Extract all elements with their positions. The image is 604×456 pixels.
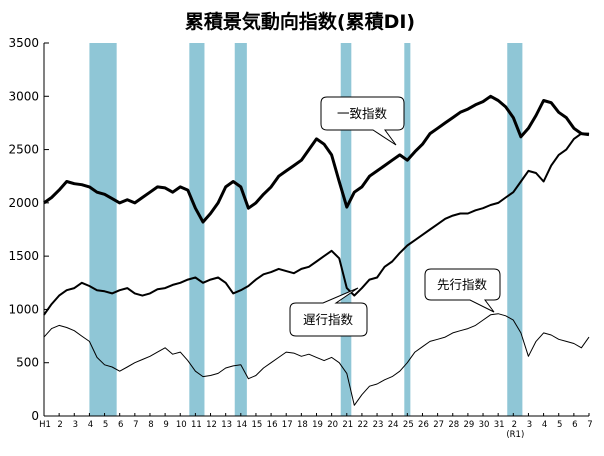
x-tick-label: 2 bbox=[57, 420, 62, 430]
y-tick-label: 0 bbox=[31, 409, 39, 423]
x-tick-label: 4 bbox=[542, 420, 547, 430]
x-tick-label: 16 bbox=[267, 420, 278, 430]
chart-title: 累積景気動向指数(累積DI) bbox=[185, 10, 415, 33]
x-tick-label: 10 bbox=[176, 420, 187, 430]
x-tick-label: H1 bbox=[39, 420, 51, 430]
x-tick-label: 13 bbox=[221, 420, 232, 430]
x-tick-label: 5 bbox=[103, 420, 108, 430]
y-tick-label: 500 bbox=[16, 356, 39, 370]
x-tick-label: 30 bbox=[479, 420, 490, 430]
x-tick-label: 11 bbox=[191, 420, 202, 430]
callout-leading-index: 先行指数 bbox=[424, 268, 501, 313]
series-line-1 bbox=[43, 132, 589, 316]
x-tick-label: 25 bbox=[403, 420, 414, 430]
callout-box-lagging bbox=[289, 287, 368, 337]
x-tick-label: 12 bbox=[206, 420, 217, 430]
y-tick-label: 2500 bbox=[8, 143, 39, 157]
recession-bands bbox=[89, 43, 523, 416]
callout-box-leading bbox=[424, 268, 501, 313]
y-tick-label: 2000 bbox=[8, 196, 39, 210]
x-tick-label: 5 bbox=[557, 420, 562, 430]
x-tick-label: 23 bbox=[373, 420, 384, 430]
callout-label-lagging: 遅行指数 bbox=[303, 312, 354, 327]
y-tick-label: 1000 bbox=[8, 302, 39, 316]
series-line-0 bbox=[43, 94, 590, 224]
callout-label-leading: 先行指数 bbox=[437, 277, 488, 292]
y-tick-label: 3500 bbox=[8, 36, 39, 50]
x-tick-label: 3 bbox=[527, 420, 532, 430]
x-tick-label: 15 bbox=[252, 420, 263, 430]
x-tick-label: 20 bbox=[327, 420, 338, 430]
x-tick-label: 7 bbox=[587, 420, 592, 430]
x-tick-label: 22 bbox=[358, 420, 369, 430]
callout-lagging-index: 遅行指数 bbox=[289, 287, 368, 337]
recession-band-4 bbox=[404, 43, 411, 416]
recession-band-0 bbox=[89, 43, 117, 416]
recession-band-1 bbox=[189, 43, 205, 416]
x-tick-label: 17 bbox=[282, 420, 293, 430]
x-tick-label: 8 bbox=[148, 420, 153, 430]
x-tick-label: 3 bbox=[73, 420, 78, 430]
x-tick-label: 24 bbox=[388, 420, 399, 430]
x-tick-label: 2 bbox=[512, 420, 517, 430]
recession-band-5 bbox=[507, 43, 523, 416]
callout-coincident-index: 一致指数 bbox=[320, 96, 405, 146]
recession-band-3 bbox=[340, 43, 352, 416]
x-tick-label: 29 bbox=[463, 420, 474, 430]
callout-box-coincident bbox=[320, 96, 405, 146]
x-tick-label: 21 bbox=[342, 420, 353, 430]
x-tick-label: 4 bbox=[88, 420, 93, 430]
recession-band-2 bbox=[234, 43, 247, 416]
series-lines bbox=[43, 94, 590, 406]
callout-label-coincident: 一致指数 bbox=[337, 106, 388, 121]
x-tick-label: 6 bbox=[118, 420, 123, 430]
x-tick-label: 19 bbox=[312, 420, 323, 430]
y-tick-label: 3000 bbox=[8, 89, 39, 103]
x-sub-label: (R1) bbox=[506, 430, 524, 440]
x-tick-label: 14 bbox=[236, 420, 247, 430]
x-tick-label: 9 bbox=[163, 420, 168, 430]
x-tick-label: 18 bbox=[297, 420, 308, 430]
x-tick-label: 6 bbox=[572, 420, 577, 430]
x-tick-label: 28 bbox=[448, 420, 459, 430]
y-tick-label: 1500 bbox=[8, 249, 39, 263]
x-axis-ticks: H1 2 3 4 5 6 7 8 9 10 11 12 13 14 15 16 17 18 19 20 21 22 23 24… bbox=[39, 413, 593, 440]
series-line-2 bbox=[43, 313, 590, 406]
y-axis-ticks: 0 500 1000 1500 2000 2500 3000 3500 bbox=[8, 36, 49, 423]
x-tick-label: 7 bbox=[133, 420, 138, 430]
x-tick-label: 31 bbox=[494, 420, 505, 430]
x-tick-label: 27 bbox=[433, 420, 444, 430]
x-tick-label: 26 bbox=[418, 420, 429, 430]
